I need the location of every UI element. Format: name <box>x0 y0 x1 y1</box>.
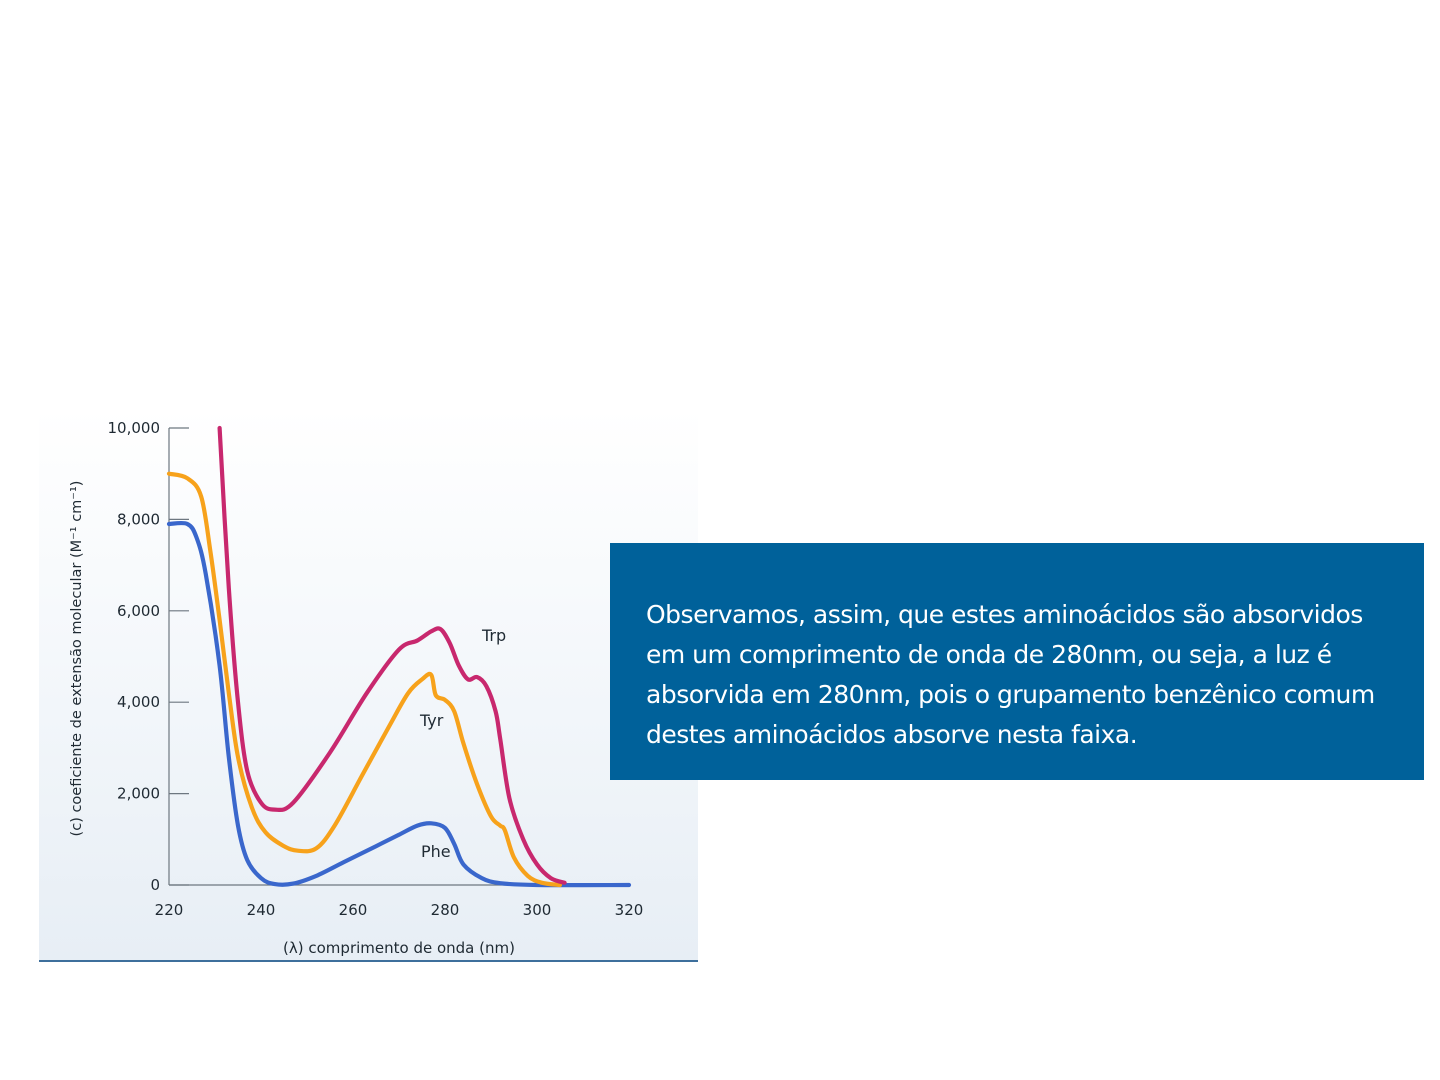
series-label-trp: Trp <box>481 626 506 645</box>
x-axis-title: (λ) comprimento de onda (nm) <box>283 939 515 957</box>
x-tick-label: 260 <box>339 901 368 919</box>
y-tick-label: 4,000 <box>117 693 160 711</box>
series-label-tyr: Tyr <box>419 711 444 730</box>
x-tick-label: 220 <box>155 901 184 919</box>
absorbance-chart: 0 2,000 4,000 6,000 8,000 10,000 220 240 260 280 3… <box>39 408 698 962</box>
x-tick-label: 240 <box>247 901 276 919</box>
y-tick-label: 0 <box>150 876 160 894</box>
y-axis-title: (c) coeficiente de extensão molecular (M… <box>69 481 85 837</box>
y-tick-label: 6,000 <box>117 602 160 620</box>
info-text: Observamos, assim, que estes aminoácidos… <box>646 600 1375 749</box>
y-tick-label: 2,000 <box>117 785 160 803</box>
x-tick-label: 300 <box>523 901 552 919</box>
info-box: Observamos, assim, que estes aminoácidos… <box>610 543 1424 780</box>
series-label-phe: Phe <box>421 842 451 861</box>
x-tick-label: 320 <box>615 901 644 919</box>
series-line-trp <box>217 425 567 885</box>
chart-canvas: 0 2,000 4,000 6,000 8,000 10,000 220 240 260 280 3… <box>69 419 644 957</box>
y-tick-label: 8,000 <box>117 510 160 528</box>
series-line-phe <box>166 520 632 888</box>
y-tick-label: 10,000 <box>108 419 161 437</box>
x-tick-label: 280 <box>431 901 460 919</box>
series-line-tyr <box>166 471 563 888</box>
